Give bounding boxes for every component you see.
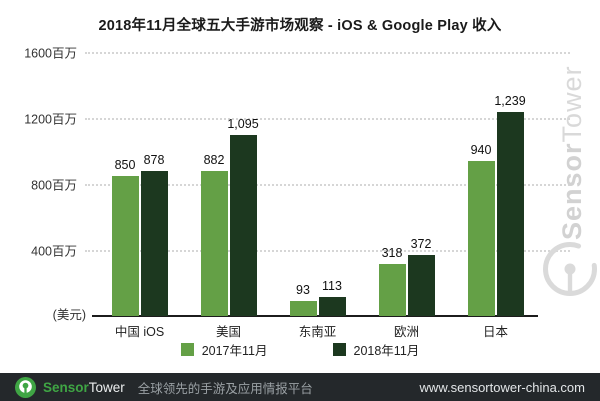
bar-2017年11月-中国 iOS: 850 bbox=[111, 158, 139, 316]
bar-2017年11月-日本: 940 bbox=[467, 143, 495, 316]
bar-2017年11月-美国: 882 bbox=[200, 153, 228, 316]
bars-area: 850 878 中国 iOS 882 1,095 美国 93 113 东南亚 318 372 欧洲 94… bbox=[95, 52, 540, 339]
bar-value-label: 1,239 bbox=[494, 93, 526, 108]
legend-item-2017: 2017年11月 bbox=[180, 340, 268, 359]
bar-value-label: 372 bbox=[410, 236, 432, 251]
bar-2018年11月-美国: 1,095 bbox=[227, 117, 259, 316]
bar-value-label: 113 bbox=[322, 279, 342, 294]
gridline-1600 bbox=[85, 52, 570, 54]
bar-2018年11月-欧洲: 372 bbox=[407, 237, 435, 316]
footer-brand: SensorTower bbox=[43, 380, 125, 395]
bar-2018年11月-日本: 1,239 bbox=[494, 94, 526, 316]
legend-item-2018: 2018年11月 bbox=[332, 340, 420, 359]
y-axis-unit-label: (美元) bbox=[52, 308, 86, 322]
bar-group-1: 850 878 中国 iOS bbox=[111, 153, 168, 339]
footer-brand-tower: Tower bbox=[88, 379, 125, 395]
bar-value-label: 318 bbox=[381, 245, 403, 260]
legend-label-2017: 2017年11月 bbox=[201, 344, 268, 358]
plot-area: 1600百万 1200百万 800百万 400百万 (美元) 850 878 中国 iOS… bbox=[0, 47, 600, 339]
bar-group-5: 940 1,239 日本 bbox=[467, 94, 526, 339]
bar-value-label: 940 bbox=[470, 142, 492, 157]
footer-brand-sensor: Sensor bbox=[43, 379, 89, 395]
y-tick-label-1200: 1200百万 bbox=[24, 112, 77, 127]
gridline-800 bbox=[85, 184, 570, 186]
gridline-1200 bbox=[85, 118, 570, 120]
y-tick-label-1600: 1600百万 bbox=[24, 46, 77, 61]
bar-2017年11月-欧洲: 318 bbox=[378, 246, 406, 316]
watermark-brand-text: SensorTower bbox=[557, 65, 587, 240]
footer-tagline: 全球领先的手游及应用情报平台 bbox=[137, 381, 313, 396]
y-tick-label-400: 400百万 bbox=[31, 244, 77, 259]
sensortower-logo-icon bbox=[15, 376, 36, 398]
chart-title: 2018年11月全球五大手游市场观察 - iOS & Google Play 收… bbox=[98, 18, 502, 34]
legend-swatch-2018 bbox=[332, 343, 346, 356]
gridline-400 bbox=[85, 250, 570, 252]
bar-value-label: 878 bbox=[143, 153, 165, 168]
x-axis-line bbox=[92, 315, 538, 317]
x-category-label: 欧洲 bbox=[393, 325, 420, 339]
watermark-brand-bold: Sensor bbox=[557, 142, 587, 240]
footer-url[interactable]: www.sensortower-china.com bbox=[419, 379, 585, 395]
x-category-label: 美国 bbox=[215, 325, 242, 339]
bar-2018年11月-东南亚: 113 bbox=[318, 279, 346, 316]
x-category-label: 中国 iOS bbox=[114, 325, 165, 339]
legend-label-2018: 2018年11月 bbox=[353, 344, 420, 358]
bar-group-4: 318 372 欧洲 bbox=[378, 237, 435, 339]
legend-swatch-2017 bbox=[180, 343, 194, 356]
bar-value-label: 1,095 bbox=[227, 117, 259, 132]
y-tick-label-800: 800百万 bbox=[31, 178, 77, 193]
watermark-brand-regular: Tower bbox=[557, 65, 587, 143]
legend: 2017年11月 2018年11月 bbox=[0, 340, 600, 359]
bar-value-label: 93 bbox=[296, 282, 310, 297]
bar-group-3: 93 113 东南亚 bbox=[289, 279, 346, 339]
bar-2017年11月-东南亚: 93 bbox=[289, 283, 317, 316]
bar-value-label: 850 bbox=[114, 157, 136, 172]
footer-bar: SensorTower 全球领先的手游及应用情报平台 www.sensortow… bbox=[0, 373, 600, 401]
bar-group-2: 882 1,095 美国 bbox=[200, 117, 259, 339]
x-category-label: 东南亚 bbox=[298, 325, 337, 339]
bar-value-label: 882 bbox=[203, 152, 225, 167]
footer-left: SensorTower 全球领先的手游及应用情报平台 bbox=[15, 376, 420, 398]
x-category-label: 日本 bbox=[482, 325, 509, 339]
bar-2018年11月-中国 iOS: 878 bbox=[140, 153, 168, 316]
sensortower-logo-watermark-icon bbox=[541, 240, 599, 303]
